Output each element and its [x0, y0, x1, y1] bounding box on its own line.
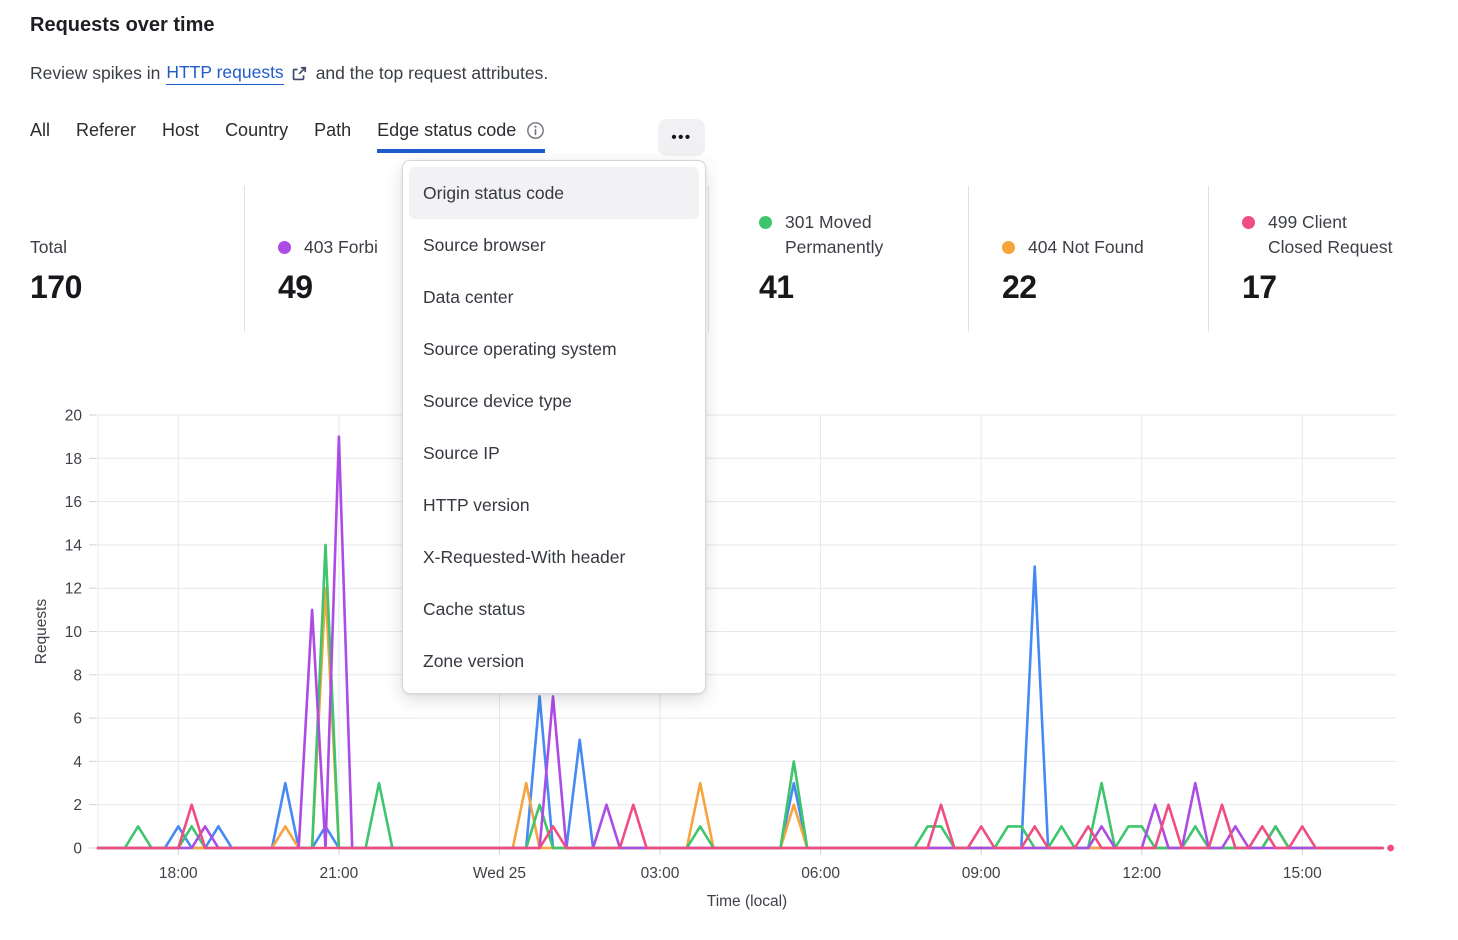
x-gridlines: 18:00 21:00 Wed 25 03:00 06:00 09:00 12:00 15:0…: [97, 415, 1322, 882]
menu-item-origin-status-code[interactable]: Origin status code: [409, 167, 699, 219]
stat-404-not-found: 404 Not Found 22: [968, 186, 1208, 332]
menu-item-http-version[interactable]: HTTP version: [423, 494, 530, 515]
tab-edge-status-code[interactable]: Edge status code: [377, 120, 546, 153]
tab-label: Country: [225, 120, 289, 140]
menu-item-data-center[interactable]: Data center: [423, 286, 514, 307]
tab-referer[interactable]: Referer: [76, 120, 136, 153]
stat-total: Total 170: [30, 186, 244, 332]
stat-301-moved-permanently: 301 Moved Permanently 41: [708, 186, 968, 332]
x-tick-label: Wed 25: [473, 865, 526, 882]
legend-dot-301: [759, 216, 772, 229]
y-tick-label: 10: [65, 624, 83, 641]
legend-dot-404: [1002, 241, 1015, 254]
stat-value: 22: [1002, 269, 1037, 305]
stats-row: Total 170 403 Forbi 49 301 Moved Permane…: [30, 186, 1428, 332]
y-tick-label: 2: [73, 797, 82, 814]
y-tick-label: 14: [65, 537, 83, 554]
menu-item-zone-version[interactable]: Zone version: [423, 650, 525, 671]
stat-label: 301 Moved Permanently: [785, 212, 884, 257]
stat-label: 403 Forbi: [304, 237, 378, 257]
stat-label: Total: [30, 237, 67, 257]
menu-item-source-browser[interactable]: Source browser: [423, 234, 546, 255]
tab-label: Referer: [76, 120, 137, 140]
series-end-dot: [1387, 844, 1395, 852]
subtitle-prefix: Review spikes in: [30, 63, 161, 83]
stat-value: 49: [278, 269, 313, 305]
tab-label: Host: [162, 120, 200, 140]
tab-host[interactable]: Host: [162, 120, 199, 153]
attribute-dropdown-menu: Origin status code Source browser Data cen…: [402, 160, 706, 694]
y-tick-label: 18: [65, 451, 82, 468]
y-tick-label: 16: [65, 494, 82, 511]
x-tick-label: 15:00: [1283, 865, 1322, 882]
y-axis-title: Requests: [33, 599, 50, 665]
y-tick-label: 6: [73, 711, 82, 728]
legend-dot-403: [278, 241, 291, 254]
y-tick-label: 8: [73, 667, 82, 684]
x-tick-label: 09:00: [962, 865, 1001, 882]
x-tick-label: 18:00: [159, 865, 198, 882]
stat-label: 499 Client Closed Request: [1268, 212, 1393, 257]
y-tick-label: 0: [73, 841, 82, 858]
x-axis-title: Time (local): [707, 893, 787, 910]
stat-499-client-closed-request: 499 Client Closed Request 17: [1208, 186, 1428, 332]
subtitle-suffix: and the top request attributes.: [315, 63, 549, 83]
page-title: Requests over time: [30, 14, 215, 36]
stat-value: 41: [759, 269, 794, 305]
y-tick-label: 20: [65, 408, 83, 425]
series-line-403-forbidden: [96, 435, 1384, 850]
stat-403-forbidden: 403 Forbi 49: [244, 186, 480, 332]
http-requests-link[interactable]: HTTP requests: [166, 62, 284, 85]
x-tick-label: 12:00: [1122, 865, 1161, 882]
external-link-icon: [291, 65, 308, 82]
stat-value: 170: [30, 269, 82, 305]
tab-label: Edge status code: [377, 120, 517, 140]
tab-path[interactable]: Path: [314, 120, 351, 153]
tab-country[interactable]: Country: [225, 120, 288, 153]
info-icon[interactable]: [526, 121, 545, 140]
menu-item-cache-status[interactable]: Cache status: [423, 598, 526, 619]
attribute-tabs: All Referer Host Country Path Edge status cod…: [30, 120, 546, 153]
y-tick-label: 4: [73, 754, 82, 771]
tab-label: All: [30, 120, 51, 140]
stat-value: 17: [1242, 269, 1277, 305]
more-tabs-button[interactable]: •••: [658, 119, 705, 156]
menu-item-source-device-type[interactable]: Source device type: [423, 390, 572, 411]
legend-dot-499: [1242, 216, 1255, 229]
menu-item-source-operating-system[interactable]: Source operating system: [423, 338, 617, 359]
x-tick-label: 06:00: [801, 865, 840, 882]
menu-item-x-requested-with-header[interactable]: X-Requested-With header: [423, 546, 626, 567]
y-tick-label: 12: [65, 581, 82, 598]
requests-over-time-chart[interactable]: 0 2 4 6 8 10 12 14 16 18 20 18:00 21:00 Wed 25 03:00 06…: [0, 392, 1458, 932]
series-line-301-moved-permanently: [96, 543, 1384, 850]
stat-label: 404 Not Found: [1028, 237, 1144, 257]
x-tick-label: 03:00: [641, 865, 680, 882]
tab-all[interactable]: All: [30, 120, 50, 153]
menu-item-source-ip[interactable]: Source IP: [423, 442, 500, 463]
series-line-499-client-closed-request: [96, 803, 1384, 850]
subtitle: Review spikes in HTTP requests and the t…: [30, 62, 548, 85]
x-tick-label: 21:00: [319, 865, 358, 882]
tab-label: Path: [314, 120, 352, 140]
